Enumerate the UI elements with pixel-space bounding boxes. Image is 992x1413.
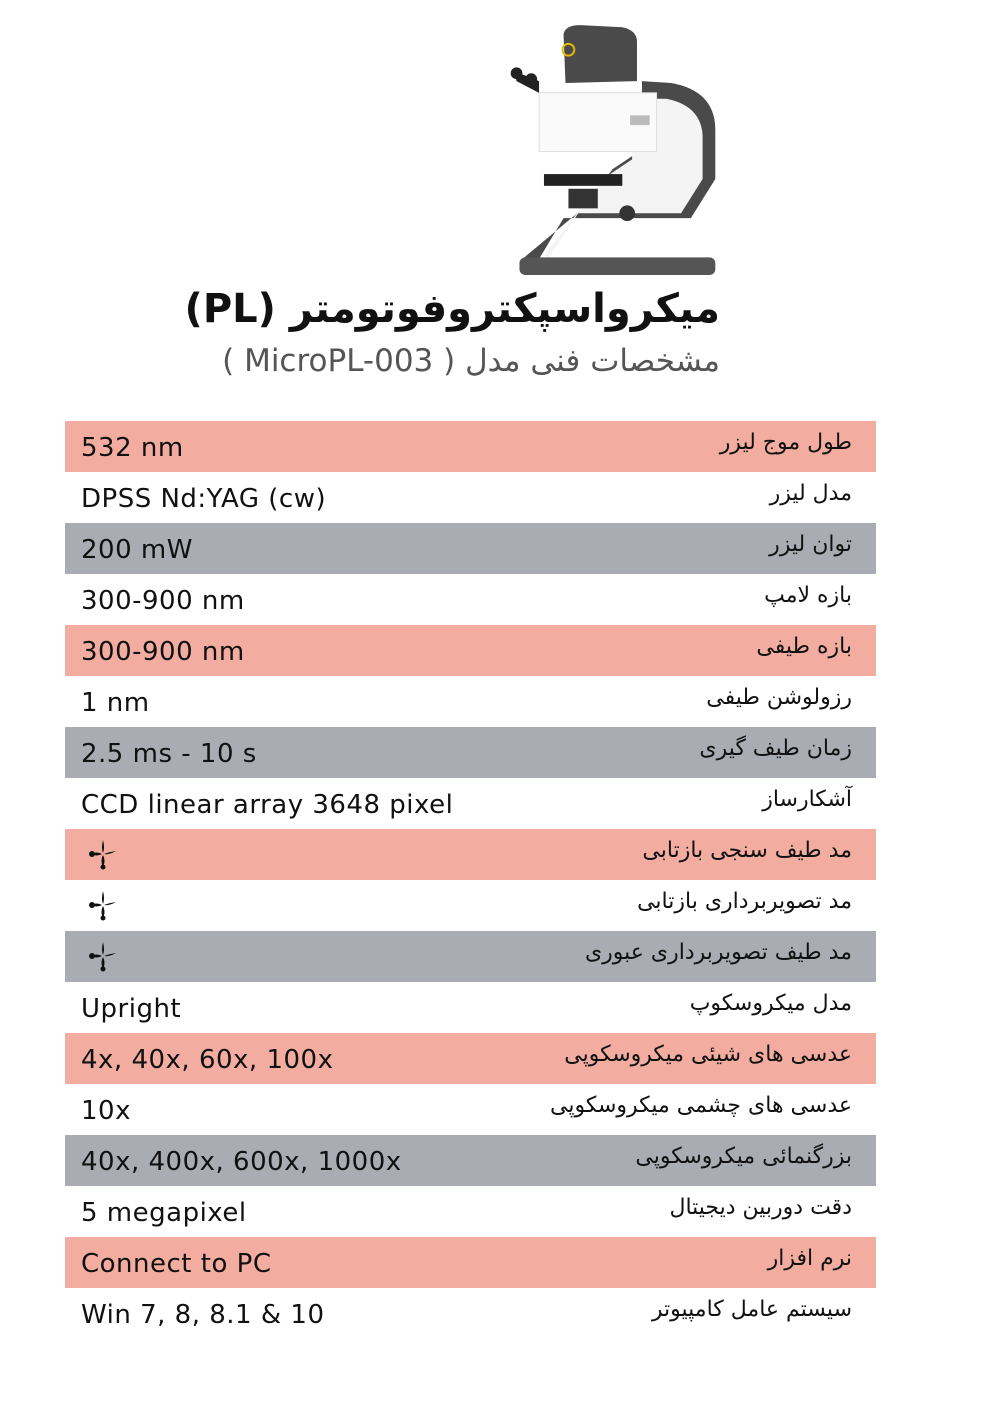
subtitle-prefix: مشخصات فنی مدل bbox=[465, 343, 720, 379]
spec-row: زمان طیف گیری 2.5 ms - 10 s bbox=[65, 727, 876, 778]
spec-row: عدسی های شیئی میکروسکوپی 4x, 40x, 60x, 10… bbox=[65, 1033, 876, 1084]
check-flourish-icon bbox=[89, 891, 116, 921]
spec-value: 5 megapixel bbox=[81, 1198, 247, 1228]
spec-row: بزرگنمائی میکروسکوپی 40x, 400x, 600x, 100… bbox=[65, 1135, 876, 1186]
spec-row: توان لیزر 200 mW bbox=[65, 523, 876, 574]
spec-row: مدل میکروسکوپ Upright bbox=[65, 982, 876, 1033]
spec-value: Connect to PC bbox=[81, 1249, 272, 1279]
spec-label: دقت دوربین دیجیتال bbox=[669, 1195, 852, 1220]
spec-label: بازه لامپ bbox=[764, 583, 852, 608]
check-flourish-icon bbox=[89, 942, 116, 972]
spec-label: مدل لیزر bbox=[769, 481, 852, 506]
spec-value: 10x bbox=[81, 1096, 131, 1126]
spec-table: طول موج لیزر 532 nm مدل لیزر DPSS Nd:YAG (c… bbox=[65, 421, 876, 1339]
model-name: ( MicroPL-003 ) bbox=[222, 343, 456, 379]
spec-label: سیستم عامل کامپیوتر bbox=[651, 1297, 852, 1322]
spec-value: 1 nm bbox=[81, 688, 150, 718]
spec-label: زمان طیف گیری bbox=[699, 736, 852, 761]
spec-label: رزولوشن طیفی bbox=[706, 685, 852, 710]
spec-label: نرم افزار bbox=[767, 1246, 852, 1271]
spec-row: رزولوشن طیفی 1 nm bbox=[65, 676, 876, 727]
spec-row: مد طیف سنجی بازتابی bbox=[65, 829, 876, 880]
spec-value: 200 mW bbox=[81, 535, 193, 565]
spec-value: 40x, 400x, 600x, 1000x bbox=[81, 1147, 402, 1177]
spec-row: مدل لیزر DPSS Nd:YAG (cw) bbox=[65, 472, 876, 523]
spec-label: عدسی های شیئی میکروسکوپی bbox=[564, 1042, 852, 1067]
spec-label: مدل میکروسکوپ bbox=[689, 991, 852, 1016]
spec-value: Win 7, 8, 8.1 & 10 bbox=[81, 1300, 325, 1330]
spec-row: دقت دوربین دیجیتال 5 megapixel bbox=[65, 1186, 876, 1237]
microscope-product-image bbox=[510, 25, 716, 275]
spec-label: آشکارساز bbox=[762, 787, 852, 812]
spec-value: 300-900 nm bbox=[81, 637, 245, 667]
spec-label: بازه طیفی bbox=[756, 634, 852, 659]
spec-row: مد طیف تصویربرداری عبوری bbox=[65, 931, 876, 982]
spec-row: بازه طیفی 300-900 nm bbox=[65, 625, 876, 676]
spec-row: بازه لامپ 300-900 nm bbox=[65, 574, 876, 625]
spec-label: مد طیف تصویربرداری عبوری bbox=[584, 940, 852, 965]
spec-row: طول موج لیزر 532 nm bbox=[65, 421, 876, 472]
spec-row: آشکارساز CCD linear array 3648 pixel bbox=[65, 778, 876, 829]
spec-value: CCD linear array 3648 pixel bbox=[81, 790, 454, 820]
spec-label: توان لیزر bbox=[769, 532, 852, 557]
spec-row: نرم افزار Connect to PC bbox=[65, 1237, 876, 1288]
spec-label: مد طیف سنجی بازتابی bbox=[642, 838, 852, 863]
spec-value: 4x, 40x, 60x, 100x bbox=[81, 1045, 334, 1075]
spec-value: Upright bbox=[81, 994, 182, 1024]
spec-value: 2.5 ms - 10 s bbox=[81, 739, 257, 769]
spec-label: طول موج لیزر bbox=[719, 430, 852, 455]
spec-row: سیستم عامل کامپیوتر Win 7, 8, 8.1 & 10 bbox=[65, 1288, 876, 1339]
spec-row: عدسی های چشمی میکروسکوپی 10x bbox=[65, 1084, 876, 1135]
spec-label: مد تصویربرداری بازتابی bbox=[637, 889, 852, 914]
spec-label: عدسی های چشمی میکروسکوپی bbox=[550, 1093, 852, 1118]
page-title: میکرواسپکتروفوتومتر (PL) bbox=[184, 286, 720, 332]
spec-row: مد تصویربرداری بازتابی bbox=[65, 880, 876, 931]
spec-label: بزرگنمائی میکروسکوپی bbox=[635, 1144, 852, 1169]
check-flourish-icon bbox=[89, 840, 116, 870]
spec-value: 300-900 nm bbox=[81, 586, 245, 616]
page-subtitle: مشخصات فنی مدل ( MicroPL-003 ) bbox=[150, 343, 720, 379]
spec-value: 532 nm bbox=[81, 433, 184, 463]
spec-value: DPSS Nd:YAG (cw) bbox=[81, 484, 327, 514]
